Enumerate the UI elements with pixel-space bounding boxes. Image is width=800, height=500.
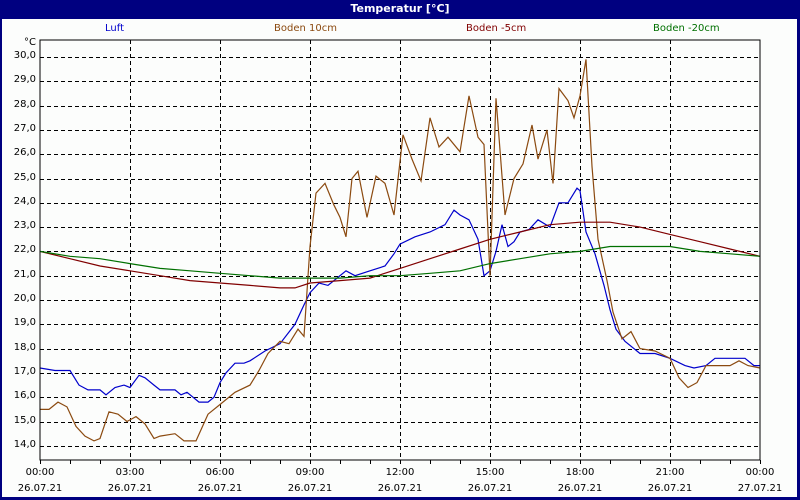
legend-boden-minus-20cm: Boden -20cm (653, 23, 720, 34)
x-tick-date: 26.07.21 (287, 483, 333, 494)
x-tick-date: 26.07.21 (197, 483, 243, 494)
y-tick-label: 24,0 (13, 195, 36, 207)
x-tick-time: 15:00 (475, 467, 505, 478)
series-luft (39, 187, 760, 403)
legend-luft: Luft (105, 23, 124, 34)
x-tick-time: 06:00 (205, 467, 235, 478)
x-tick-time: 00:00 (25, 467, 55, 478)
x-tick-time: 03:00 (115, 467, 145, 478)
y-tick-label: 20,0 (13, 293, 36, 304)
x-tick-date: 27.07.21 (737, 483, 783, 494)
x-tick-time: 09:00 (295, 467, 325, 478)
x-tick-date: 26.07.21 (647, 483, 693, 494)
legend-boden-minus-5cm: Boden -5cm (466, 23, 527, 34)
grid-lines (40, 40, 761, 464)
legend-boden-10cm: Boden 10cm (274, 23, 337, 34)
window-title: Temperatur [°C] (350, 2, 450, 15)
x-tick-date: 26.07.21 (467, 483, 513, 494)
x-tick-time: 00:00 (745, 467, 775, 478)
x-tick-date: 26.07.21 (377, 483, 423, 494)
y-tick-label: 29,0 (13, 74, 36, 86)
y-tick-label: 14,0 (13, 438, 36, 450)
y-tick-label: 27,0 (13, 122, 36, 134)
y-tick-label: 21,0 (13, 268, 36, 280)
y-tick-label: 30,0 (13, 50, 36, 61)
y-tick-label: 18,0 (13, 341, 36, 353)
x-tick-time: 12:00 (385, 467, 415, 478)
y-tick-label: 17,0 (13, 365, 36, 377)
y-tick-label: 19,0 (13, 317, 36, 329)
plot-border (39, 39, 761, 461)
x-tick-time: 21:00 (655, 467, 685, 478)
x-tick-date: 26.07.21 (17, 483, 63, 494)
x-tick-date: 26.07.21 (557, 483, 603, 494)
y-tick-label: 23,0 (13, 220, 36, 232)
y-tick-label: 16,0 (13, 390, 36, 402)
y-tick-label: 28,0 (13, 98, 36, 110)
data-lines (39, 59, 761, 442)
y-tick-label: 26,0 (13, 147, 36, 159)
series-boden-10cm (40, 59, 761, 442)
y-tick-label: 25,0 (13, 171, 36, 183)
series-boden-20cm (39, 245, 761, 279)
y-tick-label: 15,0 (13, 414, 36, 426)
x-tick-time: 18:00 (565, 467, 595, 478)
x-tick-date: 26.07.21 (107, 483, 153, 494)
y-unit-label: °C (24, 37, 36, 48)
series-boden-5cm (39, 221, 761, 289)
y-tick-label: 22,0 (13, 244, 36, 256)
